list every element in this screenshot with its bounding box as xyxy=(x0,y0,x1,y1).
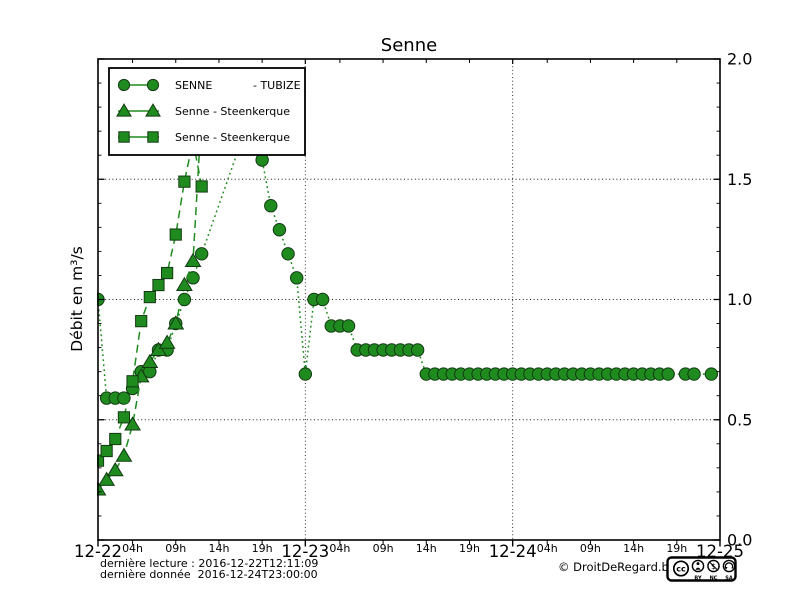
data-point-triangle xyxy=(167,315,185,330)
legend-label: - TUBIZE xyxy=(253,79,301,92)
data-point-triangle xyxy=(184,252,202,267)
data-point-circle xyxy=(341,319,356,333)
copyright-text: © DroitDeRegard.be xyxy=(558,560,676,574)
cc-by-icon: BY xyxy=(691,559,705,582)
data-series xyxy=(97,103,719,496)
legend-entry: SENNE - TUBIZE xyxy=(175,79,301,92)
x-hour-label: 14h xyxy=(623,542,644,555)
x-hour-label: 04h xyxy=(537,542,558,555)
data-point-triangle xyxy=(98,471,116,486)
x-hour-label: 04h xyxy=(329,542,350,555)
data-point-square xyxy=(152,278,165,292)
x-day-label: 12-24 xyxy=(489,542,537,561)
x-hour-label: 19h xyxy=(459,542,480,555)
data-point-square xyxy=(195,180,208,193)
x-hour-label: 19h xyxy=(252,542,273,555)
legend-entry: Senne - Steenkerque xyxy=(175,131,290,144)
data-point-triangle xyxy=(150,341,167,356)
data-point-circle xyxy=(194,247,209,261)
data-point-circle xyxy=(281,247,295,261)
legend: SENNE - TUBIZE Senne - Steenkerque Senne… xyxy=(108,67,306,156)
data-point-circle xyxy=(117,78,131,92)
data-point-triangle xyxy=(124,416,141,431)
y-tick-label: 0.0 xyxy=(727,531,752,550)
data-point-square xyxy=(143,290,156,304)
legend-label: Senne - Steenkerque xyxy=(175,105,290,118)
data-point-triangle xyxy=(145,103,161,117)
y-axis-label: Débit en m³/s xyxy=(68,246,86,352)
data-point-square xyxy=(126,375,139,388)
legend-label: SENNE xyxy=(175,79,212,92)
last-reading-text: dernière lecture : 2016-12-22T12:11:09 xyxy=(100,557,318,570)
x-hour-label: 19h xyxy=(666,542,687,555)
data-point-circle xyxy=(272,223,287,237)
data-point-square xyxy=(135,315,148,328)
data-point-square xyxy=(109,432,122,446)
cc-license-badge[interactable]: cc BY $ NC SA xyxy=(666,556,737,582)
data-point-circle xyxy=(661,367,675,381)
cc-sa-label: SA xyxy=(725,576,733,582)
cc-icon xyxy=(672,560,690,577)
data-point-circle xyxy=(289,271,304,285)
y-tick-label: 1.5 xyxy=(727,170,752,189)
data-point-square xyxy=(100,444,113,458)
x-hour-label: 14h xyxy=(416,542,437,555)
data-point-triangle xyxy=(158,334,176,349)
cc-nc-label: NC xyxy=(710,576,718,582)
cc-nc-icon: $ NC xyxy=(707,559,720,582)
data-point-circle xyxy=(117,391,131,405)
data-point-circle xyxy=(704,367,719,381)
data-point-square xyxy=(178,175,191,188)
data-point-triangle xyxy=(116,103,132,117)
y-tick-label: 0.5 xyxy=(727,410,752,429)
chart-title: Senne xyxy=(381,35,437,56)
cc-icon-text: cc xyxy=(676,565,686,574)
x-hour-label: 09h xyxy=(165,542,186,555)
legend-marker-glyphs xyxy=(116,78,161,143)
axis-ticks xyxy=(97,58,721,547)
data-point-triangle xyxy=(115,447,133,462)
cc-by-label: BY xyxy=(694,576,702,582)
x-hour-label: 14h xyxy=(208,542,229,555)
data-point-circle xyxy=(298,367,313,381)
series-square xyxy=(97,134,208,467)
series-circle xyxy=(97,114,719,405)
data-point-circle xyxy=(146,78,160,92)
x-hour-label: 09h xyxy=(373,542,394,555)
y-tick-label: 2.0 xyxy=(727,50,752,69)
data-point-square xyxy=(117,411,131,424)
data-point-circle xyxy=(687,367,701,381)
cc-sa-icon: SA xyxy=(722,559,736,582)
data-point-square xyxy=(169,228,182,241)
legend-entry: Senne - Steenkerque xyxy=(175,105,290,118)
axis-tick-labels: 0.0 0.5 1.0 1.5 2.0 12-22 12-23 12-24 12-25 04h 09… xyxy=(74,50,752,562)
data-point-circle xyxy=(315,292,330,307)
data-point-triangle xyxy=(175,276,193,292)
last-data-text: dernière donnée 2016-12-24T23:00:00 xyxy=(100,568,318,581)
x-hour-label: 04h xyxy=(122,542,143,555)
legend-label: Senne - Steenkerque xyxy=(175,131,290,144)
data-point-triangle xyxy=(106,461,124,477)
x-day-label: 12-25 xyxy=(696,542,744,561)
x-day-label: 12-22 xyxy=(74,542,122,561)
y-tick-label: 1.0 xyxy=(727,290,752,309)
data-point-square xyxy=(118,131,130,143)
x-hour-label: 09h xyxy=(580,542,601,555)
data-point-circle xyxy=(410,343,425,357)
data-point-square xyxy=(161,266,174,280)
data-point-square xyxy=(147,131,159,143)
data-point-circle xyxy=(264,199,278,213)
data-point-triangle xyxy=(141,353,159,368)
x-day-label: 12-23 xyxy=(281,542,329,561)
